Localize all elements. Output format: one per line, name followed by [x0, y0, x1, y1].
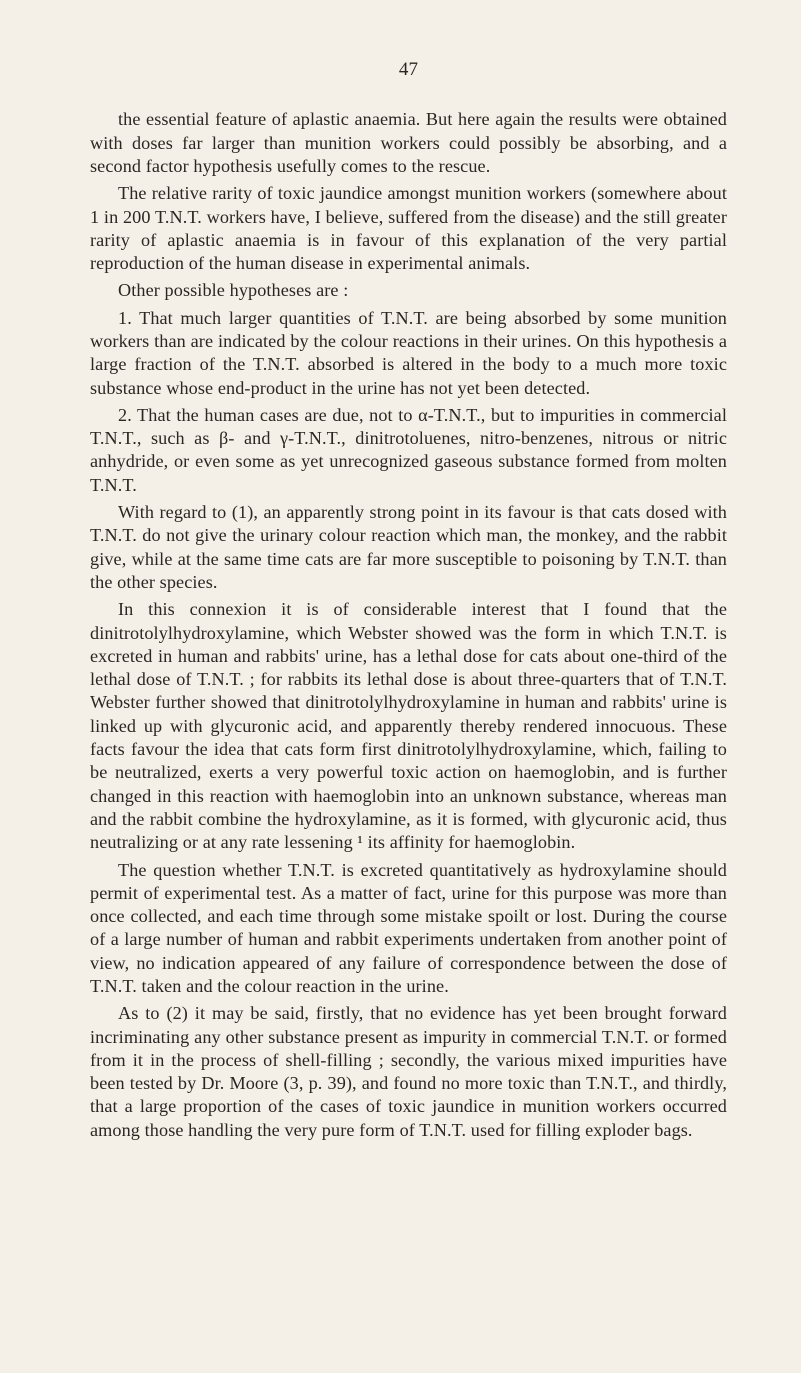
paragraph: As to (2) it may be said, firstly, that … [90, 1002, 727, 1142]
paragraph: In this connexion it is of considerable … [90, 598, 727, 854]
paragraph: With regard to (1), an apparently strong… [90, 501, 727, 594]
document-page: 47 the essential feature of aplastic ana… [0, 0, 801, 1373]
page-number: 47 [90, 58, 727, 82]
paragraph: Other possible hypotheses are : [90, 279, 727, 302]
paragraph: The relative rarity of toxic jaundice am… [90, 182, 727, 275]
paragraph-numbered: 2. That the human cases are due, not to … [90, 404, 727, 497]
paragraph: the essential feature of aplastic anaemi… [90, 108, 727, 178]
paragraph: The question whether T.N.T. is excreted … [90, 859, 727, 999]
paragraph-numbered: 1. That much larger quantities of T.N.T.… [90, 307, 727, 400]
